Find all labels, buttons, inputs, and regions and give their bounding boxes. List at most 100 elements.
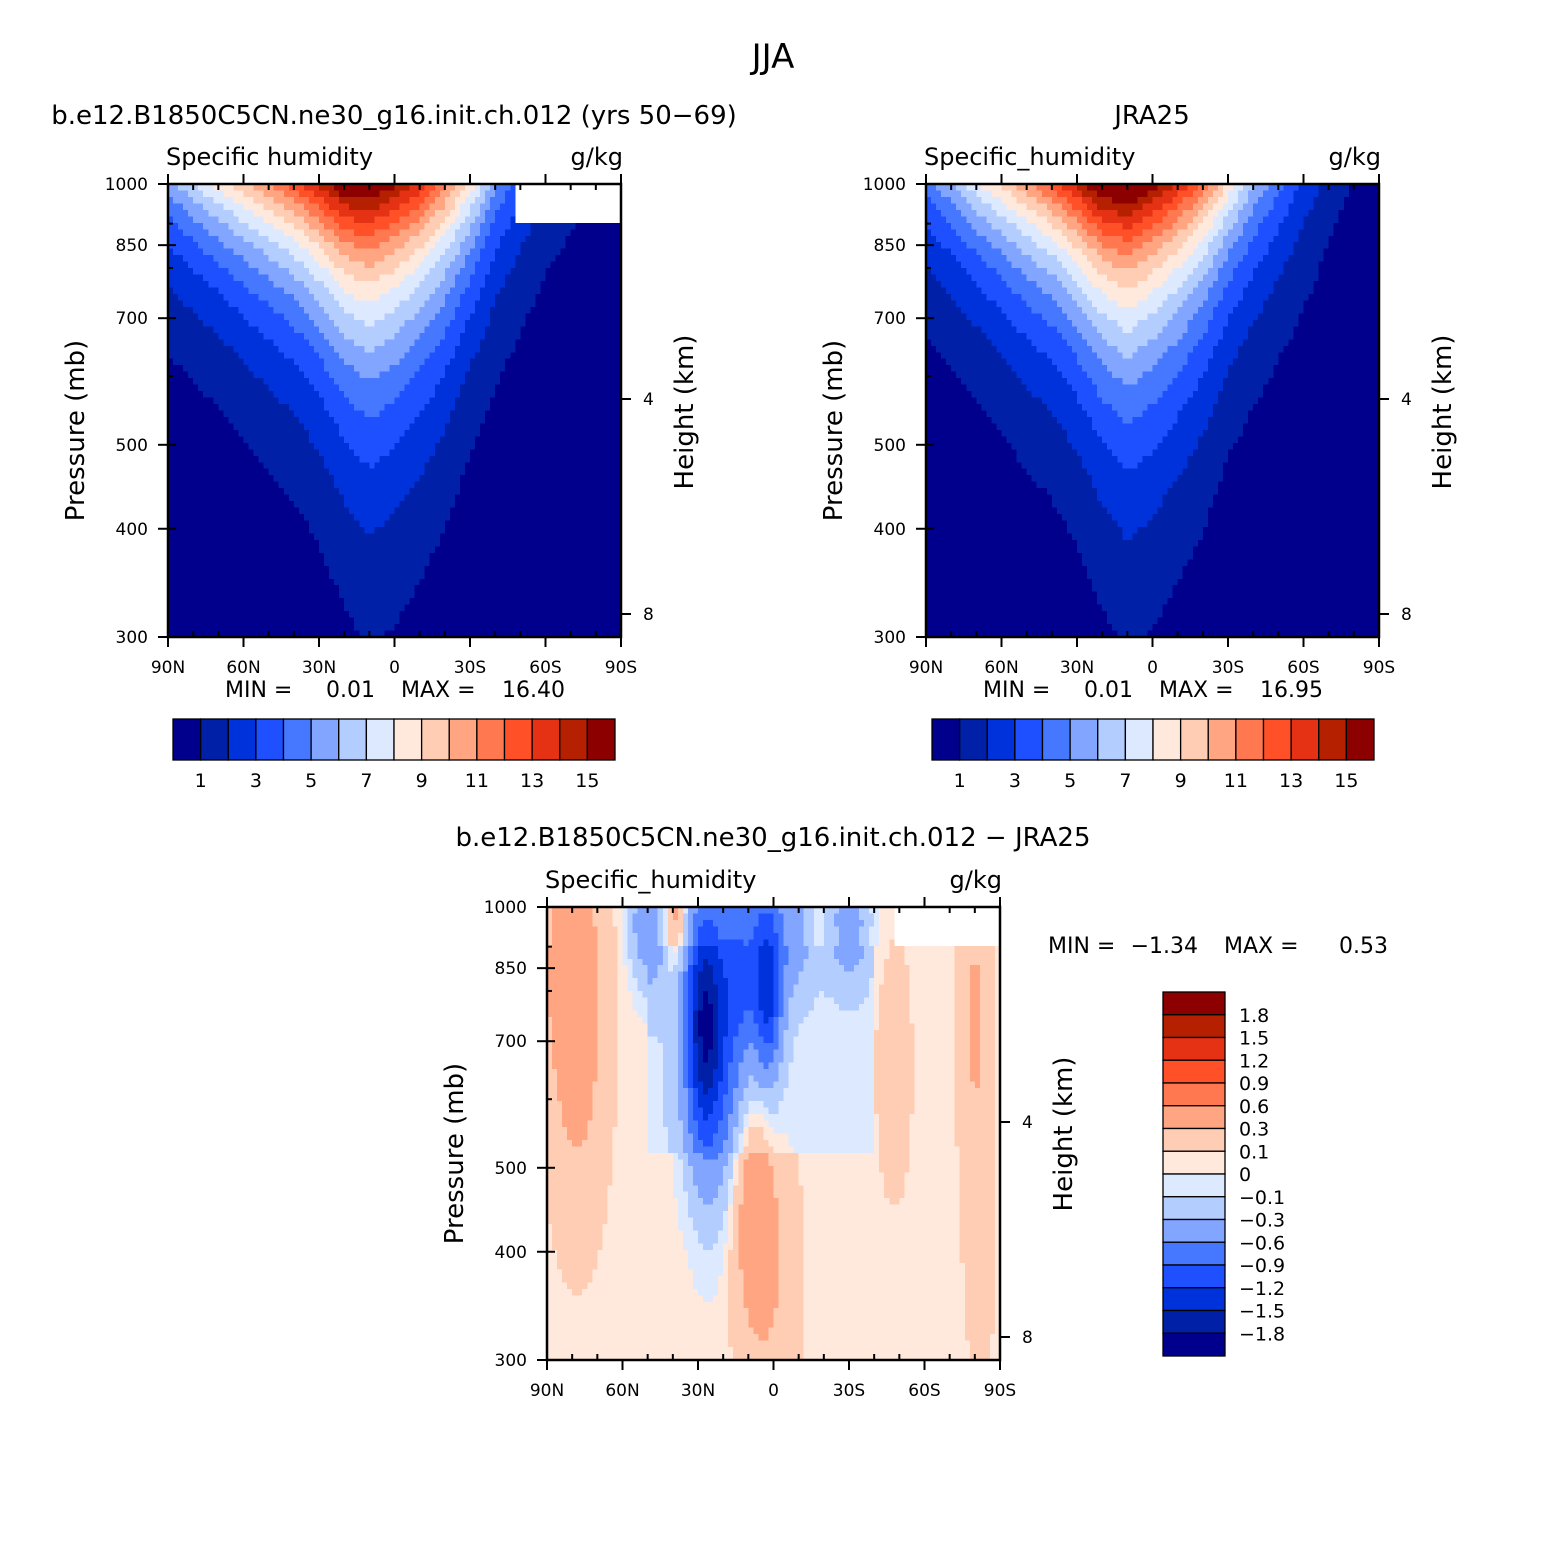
contour-cell [334,391,340,398]
contour-cell [198,469,204,476]
contour-cell [279,203,285,210]
contour-cell [530,430,536,437]
contour-cell [515,469,521,476]
contour-cell [284,223,290,230]
contour-cell [249,326,255,333]
contour-cell [218,430,224,437]
contour-cell [535,216,541,223]
contour-cell [430,411,436,418]
contour-cell [369,197,375,204]
contour-cell [223,411,229,418]
contour-cell [259,488,265,495]
contour-cell [223,462,229,469]
contour-cell [475,216,481,223]
contour-cell [606,262,612,269]
contour-cell [309,411,315,418]
contour-cell [405,326,411,333]
contour-cell [586,216,592,223]
contour-cell [410,378,416,385]
contour-cell [249,359,255,366]
contour-cell [244,417,250,424]
contour-cell [525,488,531,495]
contour-cell [500,495,506,502]
contour-cell [520,462,526,469]
contour-cell [324,514,330,521]
contour-cell [430,320,436,327]
contour-cell [384,385,390,392]
contour-cell [561,423,567,430]
contour-cell [485,359,491,366]
contour-cell [611,365,617,372]
contour-cell [309,443,315,450]
contour-cell [334,475,340,482]
contour-cell [228,521,234,528]
contour-cell [244,514,250,521]
contour-cell [510,249,516,256]
contour-cell [304,533,310,540]
contour-cell [475,197,481,204]
contour-cell [601,385,607,392]
contour-cell [324,307,330,314]
contour-cell [425,275,431,282]
contour-cell [601,210,607,217]
contour-cell [324,333,330,340]
contour-cell [591,281,597,288]
contour-cell [551,300,557,307]
contour-cell [581,443,587,450]
contour-cell [395,372,401,379]
contour-cell [515,352,521,359]
contour-cell [490,313,496,320]
contour-cell [228,262,234,269]
contour-cell [395,339,401,346]
contour-cell [400,268,406,275]
contour-cell [379,372,385,379]
contour-cell [354,242,360,249]
contour-cell [596,281,602,288]
contour-cell [571,482,577,489]
contour-cell [490,385,496,392]
contour-cell [410,398,416,405]
contour-cell [223,514,229,521]
contour-cell [314,203,320,210]
contour-cell [389,326,395,333]
contour-cell [586,488,592,495]
contour-cell [540,404,546,411]
contour-cell [395,417,401,424]
contour-cell [410,533,416,540]
contour-cell [586,398,592,405]
contour-cell [475,527,481,534]
contour-cell [571,533,577,540]
contour-cell [566,210,572,217]
contour-cell [304,456,310,463]
contour-cell [535,417,541,424]
contour-cell [440,300,446,307]
contour-cell [203,346,209,353]
contour-cell [611,210,617,217]
contour-cell [319,495,325,502]
contour-cell [228,288,234,295]
contour-cell [566,320,572,327]
contour-cell [551,462,557,469]
contour-cell [173,378,179,385]
contour-cell [596,275,602,282]
contour-cell [314,521,320,528]
contour-cell [309,540,315,547]
contour-cell [571,404,577,411]
contour-cell [581,378,587,385]
contour-cell [500,469,506,476]
contour-cell [183,223,189,230]
contour-cell [566,203,572,210]
contour-cell [495,443,501,450]
contour-cell [389,365,395,372]
contour-cell [586,469,592,476]
contour-cell [525,249,531,256]
contour-cell [274,313,280,320]
contour-cell [223,326,229,333]
contour-cell [334,236,340,243]
contour-cell [218,398,224,405]
contour-cell [213,365,219,372]
contour-cell [566,508,572,515]
contour-cell [238,501,244,508]
contour-cell [198,482,204,489]
contour-cell [576,300,582,307]
